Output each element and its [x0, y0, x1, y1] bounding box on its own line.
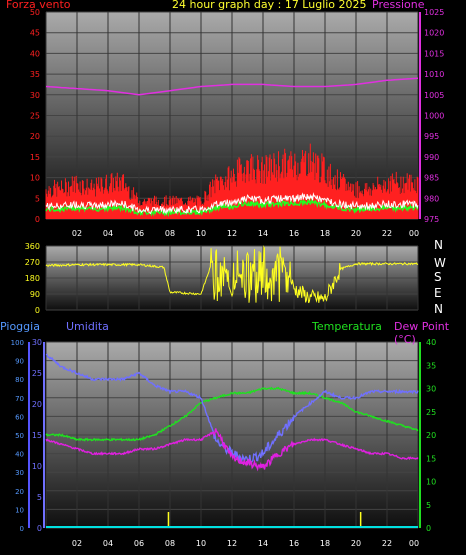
- dir-label-n-bottom: N: [434, 302, 443, 316]
- wind-tick-label: 5: [35, 194, 40, 203]
- temperature-tick-label: 30: [426, 385, 436, 394]
- pressure-tick-label: 1015: [424, 49, 444, 58]
- time-tick-label-lower: 16: [289, 539, 299, 548]
- chart-title: 24 hour graph day : 17 Luglio 2025: [172, 0, 367, 11]
- time-tick-label-lower: 04: [103, 539, 113, 548]
- pressure-tick-label: 985: [424, 174, 439, 183]
- time-tick-label-lower: 00: [409, 539, 419, 548]
- rain-tick-label: 100: [11, 339, 24, 347]
- time-tick-label-lower: 08: [165, 539, 175, 548]
- rain-tick-label: 50: [15, 432, 24, 440]
- temperature-tick-label: 10: [426, 478, 436, 487]
- rain-tick-label: 70: [15, 395, 24, 403]
- time-tick-label-lower: 22: [382, 539, 392, 548]
- time-tick-label: 08: [165, 229, 175, 238]
- pressure-tick-label: 995: [424, 132, 439, 141]
- temperature-tick-label: 35: [426, 361, 436, 370]
- direction-line: [45, 245, 419, 304]
- rain-tick-label: 20: [15, 488, 24, 496]
- rain-axis-title: Pioggia: [0, 320, 40, 333]
- time-tick-label: 02: [72, 229, 82, 238]
- rain-tick-label: 80: [15, 376, 24, 384]
- direction-tick-label: 90: [30, 290, 40, 299]
- dewpoint-line: [45, 428, 419, 472]
- pressure-tick-label: 975: [424, 215, 439, 224]
- wind-speed-line: [45, 192, 419, 215]
- humidity-tick-label: 10: [32, 462, 42, 471]
- pressure-tick-label: 1010: [424, 70, 444, 79]
- time-tick-label-lower: 12: [227, 539, 237, 548]
- rain-tick-label: 60: [15, 413, 24, 421]
- rain-tick-label: 40: [15, 451, 24, 459]
- dir-label-e: E: [434, 286, 442, 300]
- temperature-tick-label: 25: [426, 408, 436, 417]
- rain-tick-label: 10: [15, 506, 24, 514]
- time-tick-label: 18: [320, 229, 330, 238]
- humidity-tick-label: 0: [37, 524, 42, 533]
- pressure-tick-label: 1005: [424, 91, 444, 100]
- rain-tick-label: 30: [15, 469, 24, 477]
- pressure-tick-label: 1020: [424, 29, 444, 38]
- temperature-tick-label: 0: [426, 524, 431, 533]
- time-tick-label-lower: 02: [72, 539, 82, 548]
- time-tick-label: 12: [227, 229, 237, 238]
- wind-tick-label: 15: [30, 153, 40, 162]
- time-tick-label-lower: 18: [320, 539, 330, 548]
- time-tick-label-lower: 10: [196, 539, 206, 548]
- humidity-tick-label: 30: [32, 338, 42, 347]
- humidity-tick-label: 5: [37, 493, 42, 502]
- pressure-tick-label: 1000: [424, 112, 444, 121]
- rain-tick-label: 0: [20, 525, 24, 533]
- time-tick-label: 04: [103, 229, 113, 238]
- time-tick-label: 10: [196, 229, 206, 238]
- temperature-tick-label: 20: [426, 431, 436, 440]
- pressure-axis-title: Pressione: [372, 0, 425, 11]
- dir-label-s: S: [434, 270, 442, 284]
- humidity-tick-label: 20: [32, 400, 42, 409]
- wind-axis-title: Forza vento: [6, 0, 71, 11]
- pressure-line: [45, 77, 419, 96]
- direction-tick-label: 180: [25, 274, 40, 283]
- wind-average-line: [45, 198, 419, 218]
- direction-tick-label: 270: [25, 258, 40, 267]
- time-tick-label: 22: [382, 229, 392, 238]
- wind-tick-label: 45: [30, 29, 40, 38]
- temperature-line: [45, 386, 419, 442]
- time-tick-label: 06: [134, 229, 144, 238]
- rain-tick-label: 90: [15, 358, 24, 366]
- temperature-tick-label: 40: [426, 338, 436, 347]
- wind-tick-label: 50: [30, 8, 40, 17]
- temperature-tick-label: 5: [426, 501, 431, 510]
- humidity-tick-label: 25: [32, 369, 42, 378]
- wind-tick-label: 40: [30, 49, 40, 58]
- time-tick-label: 20: [351, 229, 361, 238]
- dir-label-w: W: [434, 256, 446, 270]
- time-tick-label: 16: [289, 229, 299, 238]
- time-tick-label-lower: 14: [258, 539, 268, 548]
- wind-tick-label: 25: [30, 112, 40, 121]
- humidity-axis-title: Umidita: [66, 320, 109, 333]
- time-tick-label-lower: 20: [351, 539, 361, 548]
- temperature-axis-title: Temperatura: [312, 320, 382, 333]
- humidity-line: [45, 353, 419, 465]
- humidity-tick-label: 15: [32, 431, 42, 440]
- pressure-tick-label: 990: [424, 153, 439, 162]
- pressure-tick-label: 980: [424, 194, 439, 203]
- time-tick-label-lower: 06: [134, 539, 144, 548]
- wind-tick-label: 30: [30, 91, 40, 100]
- time-tick-label: 00: [409, 229, 419, 238]
- wind-tick-label: 0: [35, 215, 40, 224]
- direction-tick-label: 360: [25, 242, 40, 251]
- wind-tick-label: 35: [30, 70, 40, 79]
- dir-label-n-top: N: [434, 238, 443, 252]
- wind-tick-label: 20: [30, 132, 40, 141]
- temperature-tick-label: 15: [426, 454, 436, 463]
- direction-tick-label: 0: [35, 306, 40, 315]
- wind-tick-label: 10: [30, 174, 40, 183]
- time-tick-label: 14: [258, 229, 268, 238]
- pressure-tick-label: 1025: [424, 8, 444, 17]
- dewpoint-axis-title: Dew Point (°C): [394, 320, 450, 346]
